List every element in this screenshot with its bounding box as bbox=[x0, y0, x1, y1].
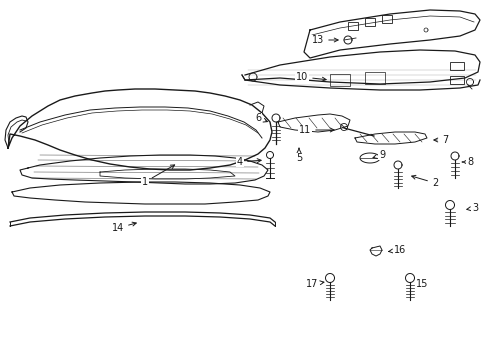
Bar bbox=[449, 76, 463, 84]
Bar bbox=[347, 22, 357, 30]
Text: 17: 17 bbox=[305, 279, 323, 289]
Text: 1: 1 bbox=[142, 165, 174, 187]
Text: 11: 11 bbox=[298, 125, 333, 135]
Text: 3: 3 bbox=[466, 203, 477, 213]
Text: 4: 4 bbox=[237, 157, 261, 167]
Text: 9: 9 bbox=[372, 150, 384, 160]
Text: 10: 10 bbox=[295, 72, 325, 82]
Bar bbox=[329, 74, 349, 86]
Bar bbox=[381, 15, 391, 23]
Text: 12: 12 bbox=[0, 359, 1, 360]
Text: 13: 13 bbox=[311, 35, 337, 45]
Text: 16: 16 bbox=[388, 245, 406, 255]
Text: 7: 7 bbox=[433, 135, 447, 145]
Text: 14: 14 bbox=[112, 222, 136, 233]
Bar bbox=[364, 72, 384, 84]
Text: 8: 8 bbox=[461, 157, 472, 167]
Text: 6: 6 bbox=[254, 113, 267, 123]
Text: 2: 2 bbox=[411, 175, 437, 188]
Text: 5: 5 bbox=[295, 148, 302, 163]
Text: 15: 15 bbox=[414, 279, 427, 289]
Bar bbox=[449, 62, 463, 70]
Bar bbox=[364, 18, 374, 26]
